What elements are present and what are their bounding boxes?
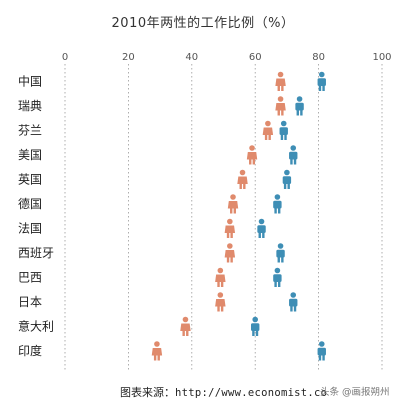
category-label: 德国	[18, 196, 42, 211]
category-label: 法国	[18, 222, 42, 236]
source-url[interactable]: http://www.economist.co	[175, 387, 328, 399]
chart-title: 2010年两性的工作比例（%）	[111, 16, 295, 31]
male-figure-icon	[295, 96, 304, 116]
category-label: 日本	[18, 295, 42, 309]
category-label: 印度	[18, 343, 42, 358]
x-tick-label: 100	[372, 52, 391, 63]
female-figure-icon	[151, 341, 163, 361]
female-figure-icon	[215, 267, 226, 287]
female-figure-icon	[275, 71, 286, 91]
category-label: 意大利	[18, 319, 54, 334]
female-figure-icon	[215, 292, 226, 312]
female-figure-icon	[237, 169, 248, 189]
x-tick-label: 40	[185, 52, 198, 63]
category-label: 英国	[18, 173, 42, 187]
male-figure-icon	[276, 243, 285, 263]
grid-layer	[64, 64, 383, 372]
male-figure-icon	[273, 194, 282, 214]
male-figure-icon	[282, 169, 292, 189]
category-label: 瑞典	[18, 99, 42, 113]
male-figure-icon	[279, 120, 288, 140]
x-tick-label: 80	[312, 52, 325, 63]
data-marks	[151, 71, 326, 361]
tick-labels: 0 20 40 60 80 100	[62, 52, 392, 63]
female-figure-icon	[224, 218, 236, 238]
source-label: 图表来源：	[120, 386, 175, 399]
female-figure-icon	[180, 316, 191, 336]
male-figure-icon	[317, 71, 326, 91]
male-figure-icon	[317, 341, 326, 361]
category-label: 中国	[18, 74, 42, 89]
source-note: 图表来源：http://www.economist.co	[120, 384, 327, 400]
female-figure-icon	[227, 194, 239, 214]
male-figure-icon	[251, 316, 260, 336]
category-label: 巴西	[18, 271, 42, 285]
male-figure-icon	[257, 218, 266, 238]
male-figure-icon	[289, 292, 298, 312]
x-tick-label: 0	[62, 52, 68, 63]
female-figure-icon	[275, 96, 286, 116]
x-tick-label: 20	[122, 52, 135, 63]
female-figure-icon	[224, 243, 236, 263]
male-figure-icon	[289, 145, 298, 165]
category-label: 芬兰	[18, 124, 42, 138]
category-label: 美国	[18, 148, 42, 162]
female-figure-icon	[246, 145, 258, 165]
watermark: 头条 @画报朔州	[320, 387, 390, 398]
male-figure-icon	[273, 267, 282, 287]
x-tick-label: 60	[249, 52, 262, 63]
female-figure-icon	[262, 120, 274, 140]
category-label: 西班牙	[18, 246, 54, 260]
